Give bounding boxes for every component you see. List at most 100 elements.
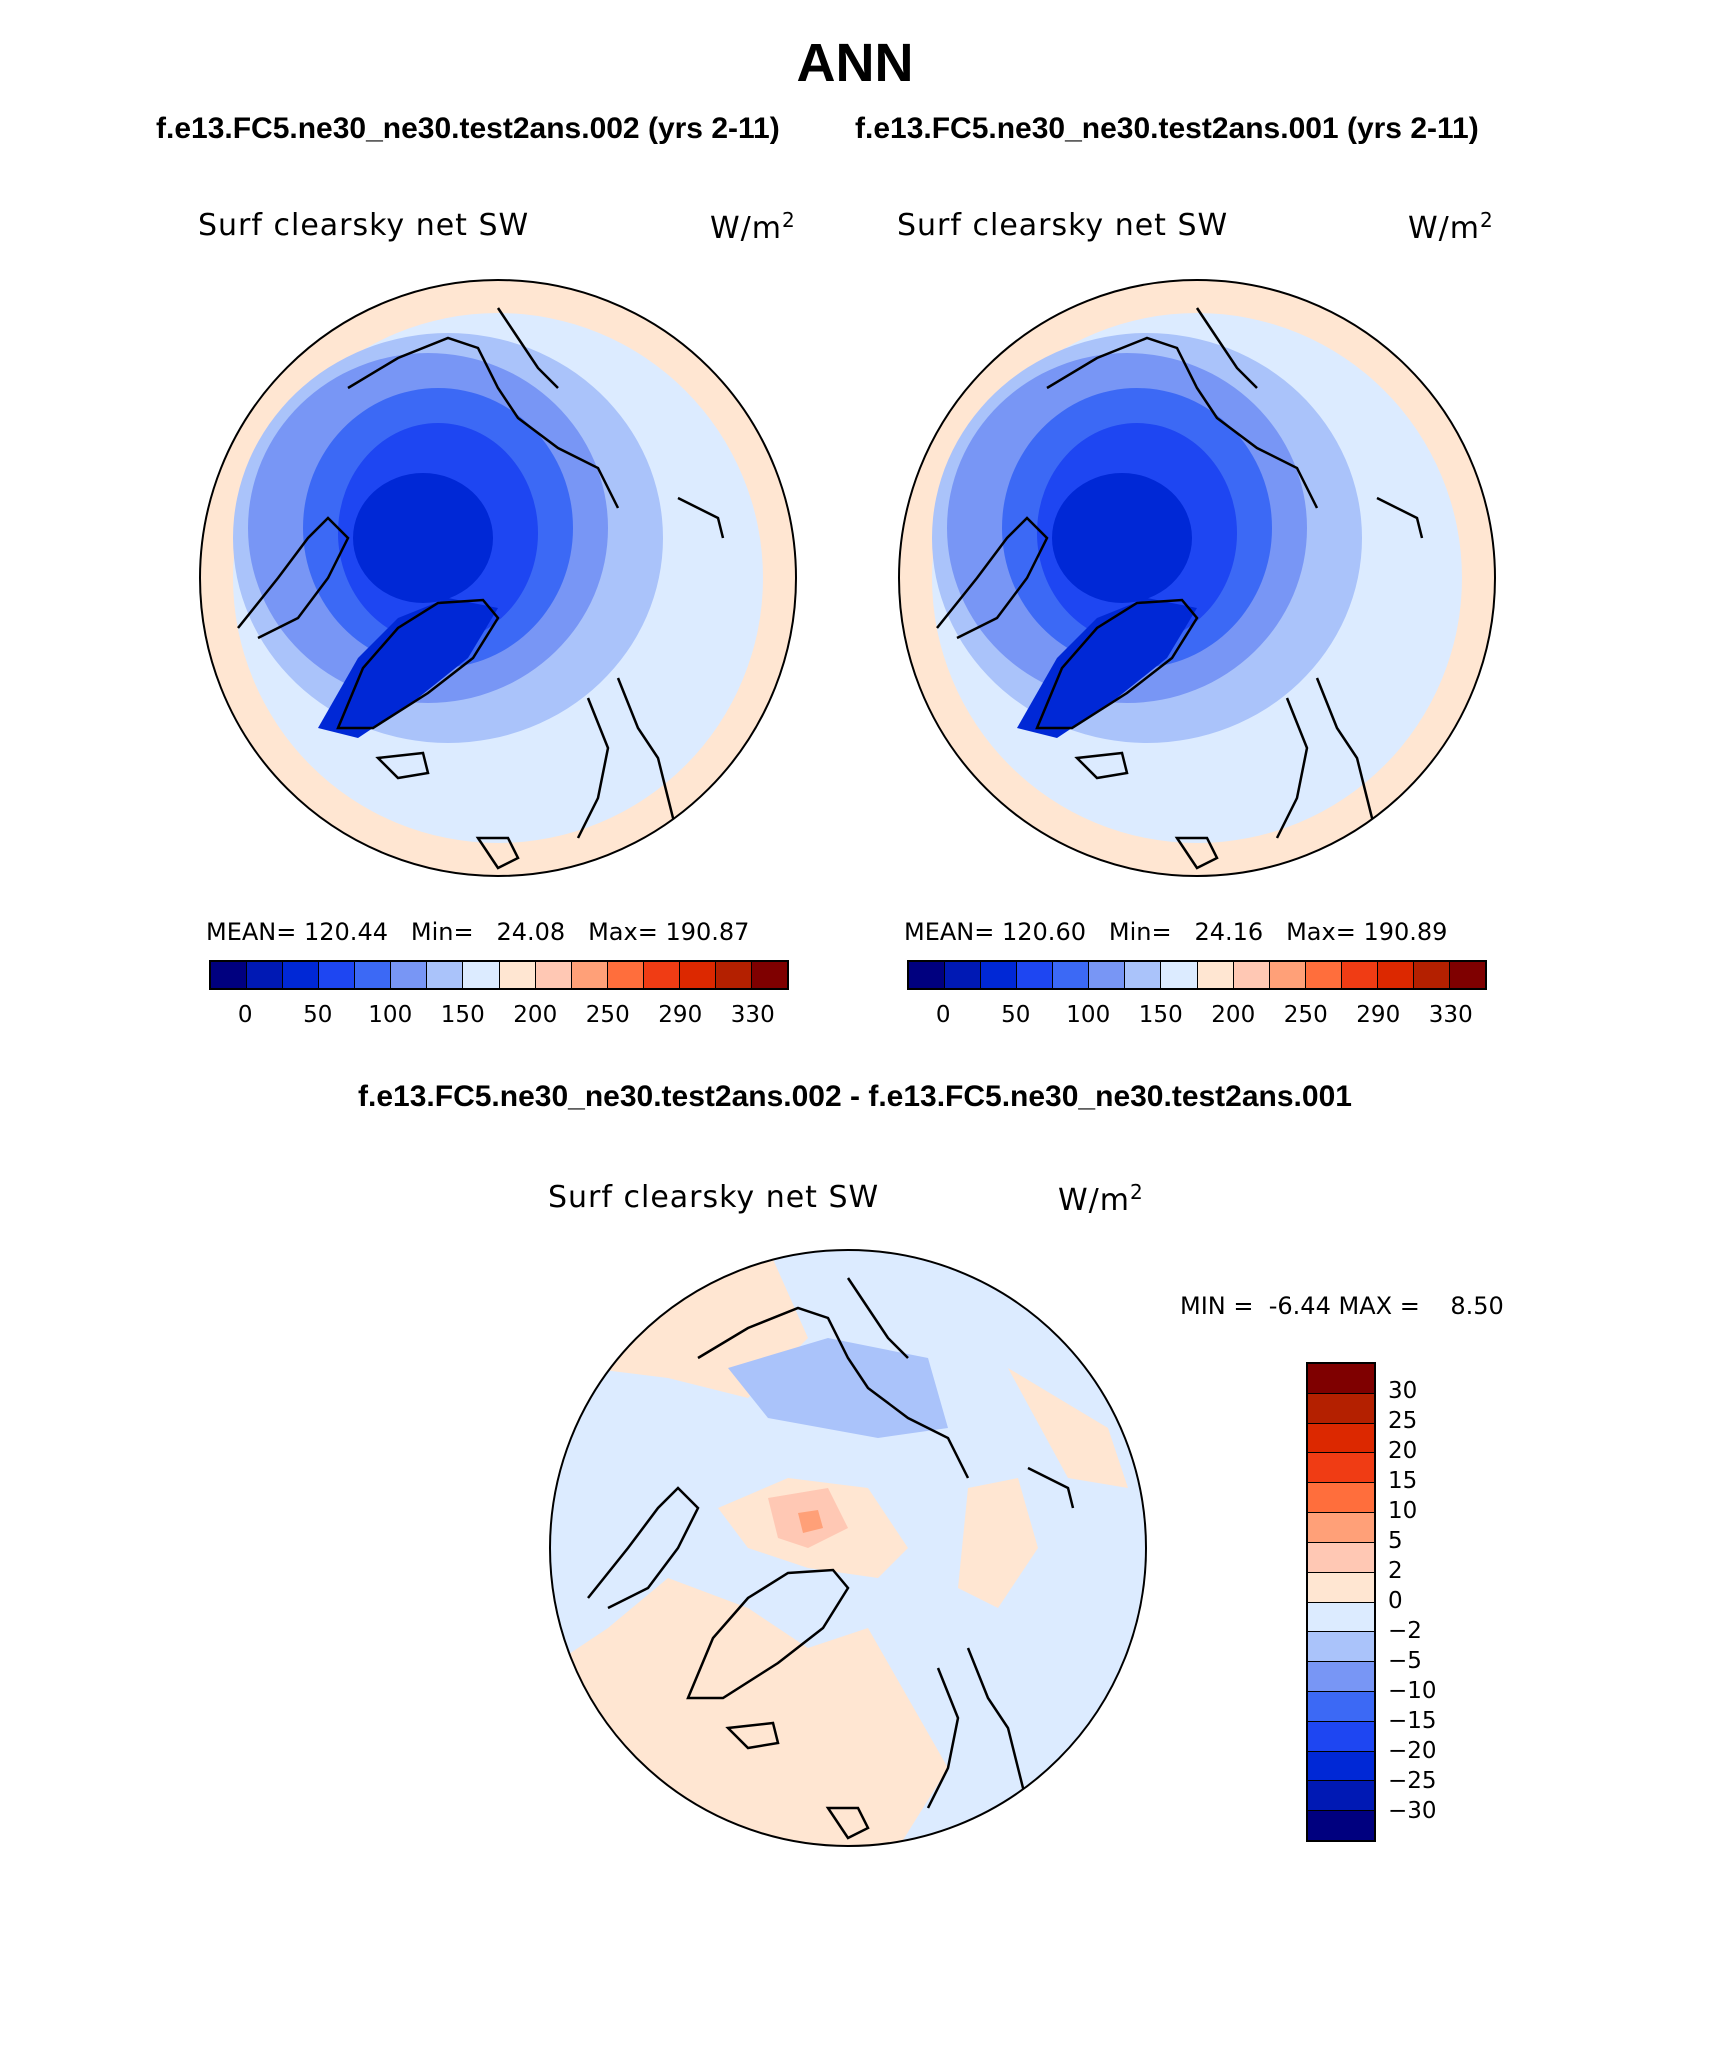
colorbar-swatch [643, 962, 680, 988]
colorbar-swatch [535, 962, 572, 988]
colorbar-swatch [1377, 962, 1414, 988]
colorbar-swatch [1449, 962, 1485, 988]
colorbar-tick-label: 200 [513, 1002, 558, 1028]
page-title: ANN [796, 33, 914, 93]
colorbar-swatch [1053, 962, 1090, 988]
colorbar-swatch [1161, 962, 1198, 988]
colorbar-tick-label: 5 [1388, 1528, 1403, 1554]
colorbar-tick-label: 10 [1388, 1498, 1418, 1524]
colorbar-tick-label: 0 [935, 1002, 951, 1028]
colorbar-tick-label: −2 [1388, 1618, 1422, 1644]
colorbar-swatch [1308, 1542, 1374, 1573]
colorbar-swatch [1308, 1393, 1374, 1424]
map-zone [318, 598, 498, 738]
colorbar-tick-label: 25 [1388, 1408, 1418, 1434]
colorbar-tick-label: 150 [1138, 1002, 1183, 1028]
colorbar-swatch [1341, 962, 1378, 988]
colorbar-tick-label: 150 [440, 1002, 485, 1028]
diff-colorbar [1306, 1362, 1376, 1842]
colorbar-tick-label: 100 [368, 1002, 413, 1028]
colorbar-swatch [751, 962, 787, 988]
colorbar-tick-label: 250 [585, 1002, 630, 1028]
colorbar-tick-label: 0 [237, 1002, 253, 1028]
colorbar-tick-label: 30 [1388, 1378, 1418, 1404]
colorbar-swatch [1269, 962, 1306, 988]
colorbar-swatch [1308, 1691, 1374, 1722]
colorbar-swatch [1308, 1602, 1374, 1633]
colorbar-tick-label: 0 [1388, 1588, 1403, 1614]
difference-polar-map [549, 1249, 1147, 1847]
panel2-units-label: W/m2 [1408, 208, 1494, 246]
colorbar-swatch [211, 962, 248, 988]
diff-variable-label: Surf clearsky net SW [548, 1180, 880, 1215]
colorbar-tick-label: 250 [1283, 1002, 1328, 1028]
colorbar-tick-label: −30 [1388, 1798, 1437, 1824]
panel1-colorbar [209, 960, 789, 990]
diff-units-label: W/m2 [1058, 1180, 1144, 1218]
panel1-variable-label: Surf clearsky net SW [198, 208, 530, 243]
map-zone [958, 1478, 1038, 1608]
colorbar-swatch [283, 962, 320, 988]
colorbar-swatch [247, 962, 284, 988]
panel2-stats: MEAN= 120.60 Min= 24.16 Max= 190.89 [904, 918, 1448, 946]
panel2-variable-label: Surf clearsky net SW [897, 208, 1229, 243]
colorbar-swatch [607, 962, 644, 988]
map-zone [353, 473, 493, 603]
colorbar-swatch [715, 962, 752, 988]
panel1-colorbar-ticks: 0 50 100 150 200 250 290 330 [209, 1002, 789, 1032]
colorbar-tick-label: 200 [1211, 1002, 1256, 1028]
colorbar-swatch [1308, 1751, 1374, 1782]
panel1-polar-map [199, 279, 797, 877]
colorbar-swatch [1308, 1423, 1374, 1454]
colorbar-swatch [1308, 1572, 1374, 1603]
colorbar-tick-label: −25 [1388, 1768, 1437, 1794]
colorbar-swatch [391, 962, 428, 988]
colorbar-swatch [1305, 962, 1342, 988]
colorbar-swatch [499, 962, 536, 988]
colorbar-tick-label: 330 [1428, 1002, 1473, 1028]
diff-colorbar-ticks: 30 25 20 15 10 5 2 0 −2 −5 −10 −15 −20 −25 −30 [1388, 1362, 1508, 1842]
colorbar-swatch [981, 962, 1018, 988]
colorbar-swatch [463, 962, 500, 988]
panel1-units-label: W/m2 [710, 208, 796, 246]
colorbar-swatch [1233, 962, 1270, 988]
coastlines [587, 1277, 1075, 1840]
colorbar-swatch [571, 962, 608, 988]
colorbar-tick-label: 2 [1388, 1558, 1403, 1584]
colorbar-tick-label: −5 [1388, 1648, 1422, 1674]
colorbar-swatch [1017, 962, 1054, 988]
colorbar-tick-label: −20 [1388, 1738, 1437, 1764]
map-zone [798, 1510, 823, 1533]
colorbar-swatch [1308, 1453, 1374, 1484]
left-case-title: f.e13.FC5.ne30_ne30.test2ans.002 (yrs 2-… [156, 112, 780, 145]
colorbar-swatch [945, 962, 982, 988]
colorbar-swatch [1413, 962, 1450, 988]
colorbar-swatch [1308, 1483, 1374, 1514]
colorbar-swatch [1125, 962, 1162, 988]
colorbar-swatch [909, 962, 946, 988]
panel2-colorbar [907, 960, 1487, 990]
colorbar-tick-label: −15 [1388, 1708, 1437, 1734]
colorbar-tick-label: 50 [1001, 1002, 1031, 1028]
colorbar-tick-label: 50 [303, 1002, 333, 1028]
map-zone [1008, 1368, 1128, 1488]
colorbar-swatch [1308, 1781, 1374, 1812]
colorbar-swatch [1308, 1632, 1374, 1663]
colorbar-swatch [679, 962, 716, 988]
colorbar-swatch [1308, 1721, 1374, 1752]
difference-title: f.e13.FC5.ne30_ne30.test2ans.002 - f.e13… [358, 1080, 1352, 1113]
colorbar-tick-label: 100 [1066, 1002, 1111, 1028]
colorbar-tick-label: 330 [730, 1002, 775, 1028]
colorbar-swatch [1308, 1662, 1374, 1692]
map-zone [1052, 473, 1192, 603]
map-zone [728, 1338, 948, 1438]
colorbar-swatch [1308, 1513, 1374, 1543]
colorbar-swatch [355, 962, 392, 988]
right-case-title: f.e13.FC5.ne30_ne30.test2ans.001 (yrs 2-… [855, 112, 1479, 145]
colorbar-swatch [427, 962, 464, 988]
coastlines [237, 307, 725, 870]
panel1-stats: MEAN= 120.44 Min= 24.08 Max= 190.87 [206, 918, 750, 946]
colorbar-tick-label: 290 [1356, 1002, 1401, 1028]
colorbar-swatch [1197, 962, 1234, 988]
colorbar-swatch [1089, 962, 1126, 988]
